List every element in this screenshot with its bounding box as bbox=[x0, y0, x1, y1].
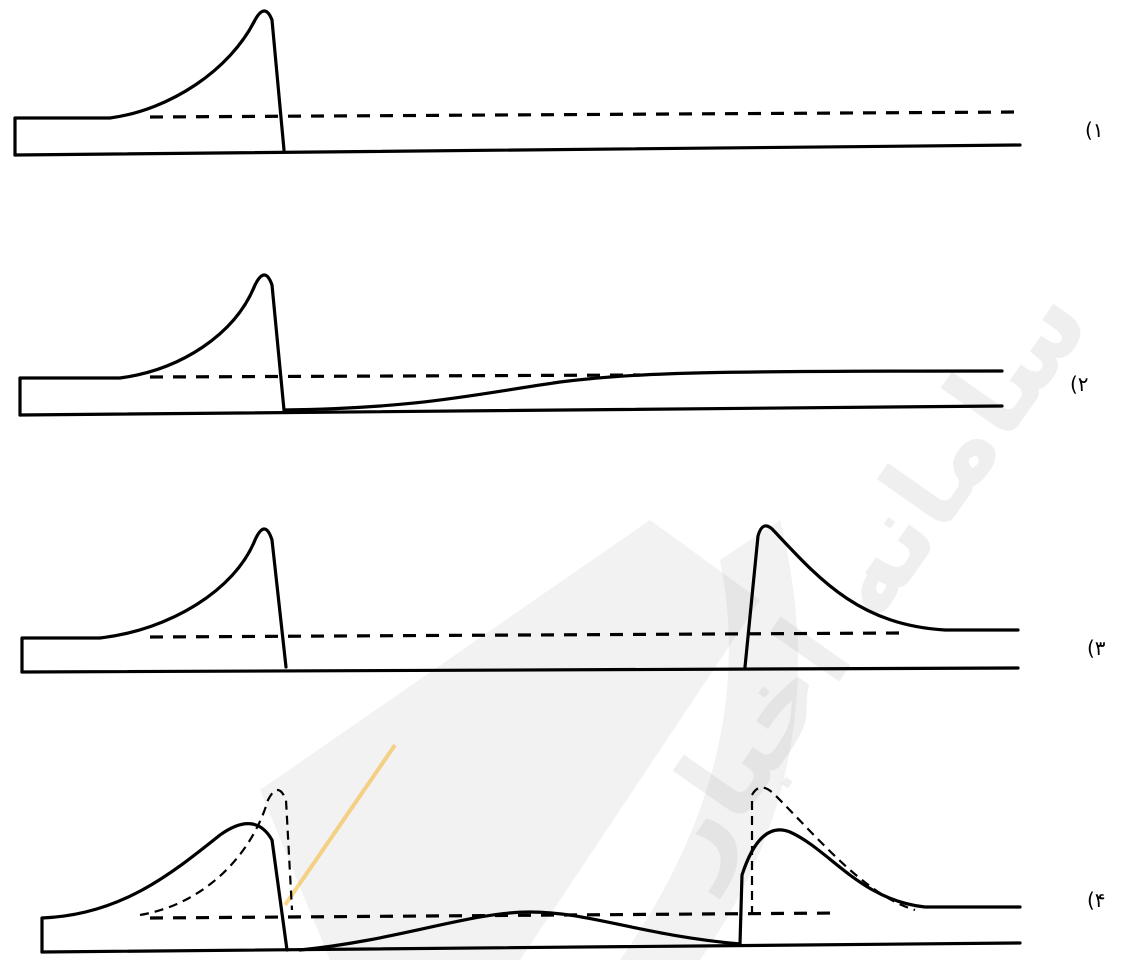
option-3-pulse-curve-right bbox=[743, 524, 1020, 669]
option-4-pulse-curve-right bbox=[738, 828, 1022, 946]
option-3-dashed-level bbox=[149, 631, 901, 639]
option-2-baseline bbox=[18, 404, 1004, 417]
option-3-diagram: (۳ bbox=[20, 524, 1106, 674]
option-2-label: (۲ bbox=[1070, 372, 1089, 396]
option-2-recovery-curve bbox=[282, 369, 1004, 412]
option-2-dashed-level bbox=[149, 373, 641, 379]
option-4-diagram: (۴ bbox=[40, 786, 1106, 954]
option-4-middle-bump bbox=[298, 910, 742, 952]
option-4-pulse-curve-left bbox=[40, 822, 289, 954]
option-2-diagram: (۲ bbox=[18, 273, 1089, 417]
watermark: سامانه اخبار bbox=[260, 261, 1114, 960]
option-1-dashed-level bbox=[149, 110, 1021, 119]
option-4-label: (۴ bbox=[1087, 888, 1106, 912]
option-4-dashed-pulse-right bbox=[750, 786, 916, 915]
option-1-label: (۱ bbox=[1085, 118, 1104, 142]
option-3-baseline bbox=[20, 666, 1020, 674]
option-4-dashed-pulse-left bbox=[139, 788, 294, 917]
option-2-pulse-curve bbox=[18, 273, 286, 417]
option-3-label: (۳ bbox=[1087, 636, 1106, 660]
option-3-pulse-curve-left bbox=[20, 527, 288, 674]
option-1-pulse-curve bbox=[13, 9, 286, 157]
option-1-diagram: (۱ bbox=[13, 9, 1104, 157]
watermark-tassel bbox=[283, 743, 397, 907]
option-1-baseline bbox=[13, 143, 1022, 157]
option-4-baseline bbox=[40, 941, 1022, 954]
watermark-cap-shape bbox=[260, 520, 760, 960]
option-4-dashed-level bbox=[149, 911, 841, 920]
